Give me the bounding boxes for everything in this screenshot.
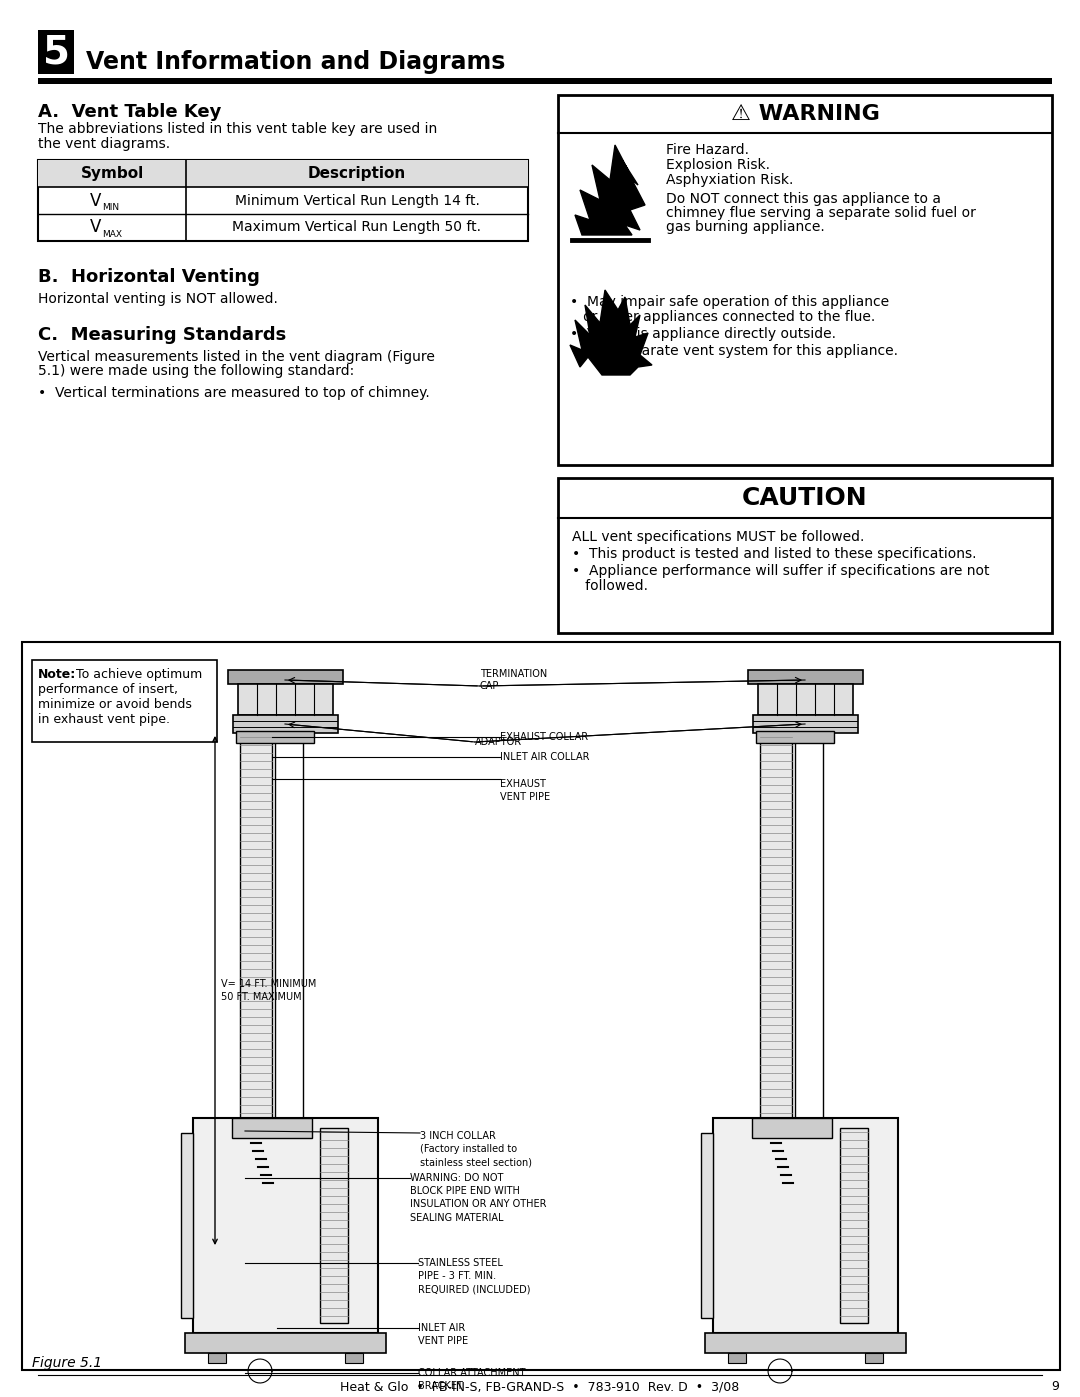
Bar — [38, 161, 528, 242]
Bar — [208, 1354, 226, 1363]
Bar — [22, 643, 1059, 1370]
Text: COLLAR ATTACHMENT
BRACKET: COLLAR ATTACHMENT BRACKET — [418, 1368, 526, 1391]
Polygon shape — [570, 291, 652, 374]
Text: CAUTION: CAUTION — [742, 486, 868, 510]
Text: or other appliances connected to the flue.: or other appliances connected to the flu… — [570, 310, 875, 324]
Text: Minimum Vertical Run Length 14 ft.: Minimum Vertical Run Length 14 ft. — [234, 194, 480, 208]
Bar — [701, 1133, 713, 1317]
Text: Do NOT connect this gas appliance to a: Do NOT connect this gas appliance to a — [666, 191, 941, 205]
Bar — [275, 733, 303, 1118]
Bar — [233, 715, 338, 733]
Text: Heat & Glo  •  FB-IN-S, FB-GRAND-S  •  783-910  Rev. D  •  3/08: Heat & Glo • FB-IN-S, FB-GRAND-S • 783-9… — [340, 1380, 740, 1393]
Text: •  Vent this appliance directly outside.: • Vent this appliance directly outside. — [570, 327, 836, 341]
Bar — [865, 1354, 883, 1363]
Text: Maximum Vertical Run Length 50 ft.: Maximum Vertical Run Length 50 ft. — [232, 221, 482, 235]
Text: INLET AIR COLLAR: INLET AIR COLLAR — [500, 752, 590, 761]
Text: B.  Horizontal Venting: B. Horizontal Venting — [38, 268, 260, 286]
Text: Figure 5.1: Figure 5.1 — [32, 1356, 103, 1370]
Text: EXHAUST COLLAR: EXHAUST COLLAR — [500, 732, 589, 742]
Bar — [705, 1333, 906, 1354]
Bar — [758, 685, 853, 715]
Bar — [795, 733, 823, 1118]
Text: To achieve optimum: To achieve optimum — [72, 668, 202, 680]
Bar — [237, 731, 314, 743]
Text: INLET AIR
VENT PIPE: INLET AIR VENT PIPE — [418, 1323, 468, 1347]
Bar — [752, 1118, 832, 1139]
Bar — [38, 29, 75, 74]
Text: C.  Measuring Standards: C. Measuring Standards — [38, 326, 286, 344]
Bar — [38, 161, 528, 187]
Text: Description: Description — [308, 166, 406, 182]
Bar — [193, 1118, 378, 1333]
Text: chimney flue serving a separate solid fuel or: chimney flue serving a separate solid fu… — [666, 205, 976, 219]
Bar — [756, 731, 834, 743]
Bar — [728, 1354, 746, 1363]
Bar — [713, 1118, 897, 1333]
Bar — [753, 715, 858, 733]
Text: •  Use separate vent system for this appliance.: • Use separate vent system for this appl… — [570, 344, 897, 358]
Bar — [558, 95, 1052, 465]
Text: WARNING: DO NOT
BLOCK PIPE END WITH
INSULATION OR ANY OTHER
SEALING MATERIAL: WARNING: DO NOT BLOCK PIPE END WITH INSU… — [410, 1173, 546, 1222]
Text: Explosion Risk.: Explosion Risk. — [666, 158, 770, 172]
Text: in exhaust vent pipe.: in exhaust vent pipe. — [38, 712, 170, 726]
Text: STAINLESS STEEL
PIPE - 3 FT. MIN.
REQUIRED (INCLUDED): STAINLESS STEEL PIPE - 3 FT. MIN. REQUIR… — [418, 1259, 530, 1295]
Text: TERMINATION
CAP: TERMINATION CAP — [480, 669, 548, 690]
Bar — [240, 733, 272, 1118]
Text: followed.: followed. — [572, 578, 648, 592]
Bar — [32, 659, 217, 742]
Bar — [38, 78, 1052, 84]
Bar — [558, 478, 1052, 633]
Text: gas burning appliance.: gas burning appliance. — [666, 219, 825, 235]
Text: Vent Information and Diagrams: Vent Information and Diagrams — [86, 50, 505, 74]
Text: the vent diagrams.: the vent diagrams. — [38, 137, 171, 151]
Text: performance of insert,: performance of insert, — [38, 683, 178, 696]
Bar — [748, 671, 863, 685]
Text: •  This product is tested and listed to these specifications.: • This product is tested and listed to t… — [572, 548, 976, 562]
Text: Symbol: Symbol — [80, 166, 144, 182]
Bar — [320, 1127, 348, 1323]
Text: Vertical measurements listed in the vent diagram (Figure: Vertical measurements listed in the vent… — [38, 351, 435, 365]
Text: EXHAUST
VENT PIPE: EXHAUST VENT PIPE — [500, 780, 550, 802]
Text: ADAPTOR: ADAPTOR — [475, 738, 522, 747]
Text: 5: 5 — [42, 34, 69, 71]
Text: A.  Vent Table Key: A. Vent Table Key — [38, 103, 221, 122]
Text: Asphyxiation Risk.: Asphyxiation Risk. — [666, 173, 794, 187]
Text: •  Appliance performance will suffer if specifications are not: • Appliance performance will suffer if s… — [572, 564, 989, 578]
Text: 5.1) were made using the following standard:: 5.1) were made using the following stand… — [38, 365, 354, 379]
Text: 9: 9 — [1051, 1380, 1058, 1393]
Bar — [232, 1118, 312, 1139]
Bar — [760, 733, 792, 1118]
Bar — [345, 1354, 363, 1363]
Text: V= 14 FT. MINIMUM
50 FT. MAXIMUM: V= 14 FT. MINIMUM 50 FT. MAXIMUM — [221, 979, 316, 1002]
Text: ⚠ WARNING: ⚠ WARNING — [730, 103, 879, 124]
Text: MIN: MIN — [102, 203, 119, 212]
Bar — [840, 1127, 868, 1323]
Text: •  May impair safe operation of this appliance: • May impair safe operation of this appl… — [570, 295, 889, 309]
Polygon shape — [575, 145, 645, 235]
Text: V: V — [90, 191, 102, 210]
Bar — [185, 1333, 386, 1354]
Text: Horizontal venting is NOT allowed.: Horizontal venting is NOT allowed. — [38, 292, 278, 306]
Text: ALL vent specifications MUST be followed.: ALL vent specifications MUST be followed… — [572, 529, 864, 543]
Text: Fire Hazard.: Fire Hazard. — [666, 142, 750, 156]
Text: The abbreviations listed in this vent table key are used in: The abbreviations listed in this vent ta… — [38, 122, 437, 136]
Text: Note:: Note: — [38, 668, 77, 680]
Text: minimize or avoid bends: minimize or avoid bends — [38, 698, 192, 711]
Bar — [228, 671, 343, 685]
Bar — [238, 685, 333, 715]
Bar — [181, 1133, 193, 1317]
Text: MAX: MAX — [102, 231, 122, 239]
Text: •  Vertical terminations are measured to top of chimney.: • Vertical terminations are measured to … — [38, 386, 430, 400]
Text: V: V — [90, 218, 102, 236]
Text: 3 INCH COLLAR
(Factory installed to
stainless steel section): 3 INCH COLLAR (Factory installed to stai… — [420, 1132, 532, 1168]
